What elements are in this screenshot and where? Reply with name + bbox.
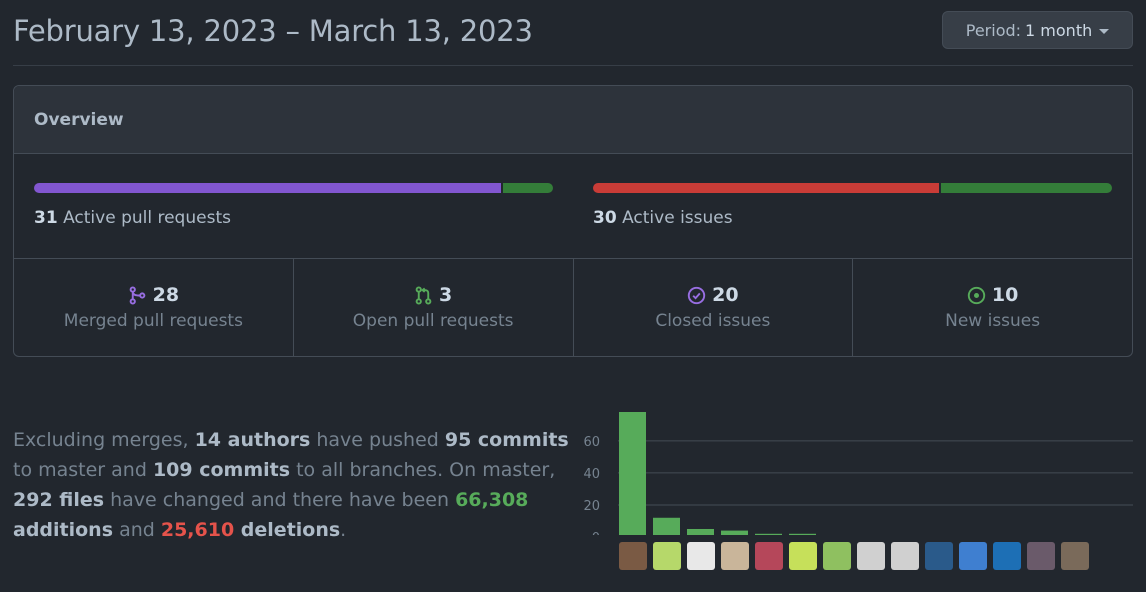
contributor-avatar[interactable] (925, 542, 953, 570)
open-pull-requests-stat[interactable]: 3 Open pull requests (294, 259, 574, 356)
new-issues-count: 10 (991, 284, 1019, 306)
summary-text: have changed and there have been (104, 489, 456, 511)
merged-pull-requests-stat[interactable]: 28 Merged pull requests (14, 259, 294, 356)
contributor-bar[interactable] (687, 528, 714, 537)
period-label: Period: (965, 20, 1022, 40)
contributor-avatar[interactable] (687, 542, 715, 570)
y-tick-label: 40 (583, 467, 600, 482)
authors-count: 14 authors (194, 429, 311, 451)
active-pull-requests-link[interactable]: 31 Active pull requests (34, 208, 231, 228)
additions-word: additions (13, 519, 114, 541)
additions-count: 66,308 (455, 489, 529, 511)
contributor-avatar[interactable] (857, 542, 885, 570)
closed-segment (593, 183, 940, 193)
deletions-word: deletions (234, 519, 341, 541)
new-segment (941, 183, 1112, 193)
active-pull-requests-count: 31 (34, 208, 58, 228)
summary-text: and (113, 519, 161, 541)
active-issues-label: Active issues (622, 208, 733, 228)
issue-closed-icon (687, 286, 706, 304)
y-tick-label: 20 (583, 499, 600, 514)
header-divider (13, 65, 1133, 66)
merged-pull-requests-count: 28 (152, 284, 180, 306)
issue-opened-icon (967, 286, 986, 304)
master-commits-count: 95 commits (444, 429, 569, 451)
contributor-avatar[interactable] (721, 542, 749, 570)
contributor-avatar[interactable] (823, 542, 851, 570)
contributor-bar[interactable] (789, 533, 816, 537)
summary-text: . (340, 519, 347, 541)
contributor-avatar[interactable] (653, 542, 681, 570)
active-issues-count: 30 (593, 208, 617, 228)
git-merge-icon (129, 285, 145, 305)
contributor-avatar[interactable] (891, 542, 919, 570)
y-tick-label: 60 (583, 435, 600, 450)
summary-text: have pushed (310, 429, 445, 451)
period-dropdown-button[interactable]: Period: 1 month (942, 11, 1133, 49)
contributor-avatar[interactable] (1027, 542, 1055, 570)
open-pull-requests-label: Open pull requests (352, 311, 514, 331)
contributor-avatar[interactable] (993, 542, 1021, 570)
overview-title: Overview (14, 86, 1132, 154)
active-issues-link[interactable]: 30 Active issues (593, 208, 733, 228)
overview-stats: 28 Merged pull requests 3 Open pull requ… (14, 259, 1132, 356)
closed-issues-stat[interactable]: 20 Closed issues (574, 259, 854, 356)
summary-text: to all branches. On master, (290, 459, 556, 481)
contributor-avatar[interactable] (1061, 542, 1089, 570)
merged-segment (34, 183, 502, 193)
y-tick-label: 0 (592, 531, 600, 535)
open-segment (503, 183, 553, 193)
pull-requests-bar[interactable] (34, 183, 553, 193)
git-pull-request-icon (415, 285, 432, 305)
commit-summary: Excluding merges, 14 authors have pushed… (13, 425, 573, 545)
closed-issues-label: Closed issues (655, 311, 771, 331)
contributor-bar[interactable] (653, 517, 680, 537)
contributor-bar[interactable] (755, 533, 782, 537)
contributor-avatar[interactable] (619, 542, 647, 570)
overview-panel: Overview 31 Active pull requests 30 Acti… (13, 85, 1133, 357)
deletions-count: 25,610 (160, 519, 235, 541)
contributors-bar-chart: 0 20 40 60 (583, 412, 1133, 546)
files-changed-count: 292 files (13, 489, 105, 511)
contributors-chart: 0 20 40 60 (578, 395, 1138, 575)
new-issues-label: New issues (945, 311, 1041, 331)
summary-text: Excluding merges, (13, 429, 195, 451)
issues-bar[interactable] (593, 183, 1112, 193)
summary-text: to master and (13, 459, 153, 481)
open-pull-requests-count: 3 (439, 284, 453, 306)
page-title: February 13, 2023 – March 13, 2023 (13, 14, 533, 48)
closed-issues-count: 20 (712, 284, 739, 306)
merged-pull-requests-label: Merged pull requests (63, 311, 243, 331)
contributor-bar[interactable] (619, 412, 646, 537)
contributor-avatar[interactable] (789, 542, 817, 570)
contributor-avatar[interactable] (755, 542, 783, 570)
active-pull-requests-label: Active pull requests (63, 208, 231, 228)
contributor-bar[interactable] (721, 530, 748, 537)
period-value: 1 month (1025, 20, 1093, 40)
overview-bars: 31 Active pull requests 30 Active issues (14, 154, 1132, 259)
all-branches-commits-count: 109 commits (152, 459, 291, 481)
caret-down-icon (1099, 28, 1110, 34)
new-issues-stat[interactable]: 10 New issues (853, 259, 1132, 356)
contributor-avatar[interactable] (959, 542, 987, 570)
